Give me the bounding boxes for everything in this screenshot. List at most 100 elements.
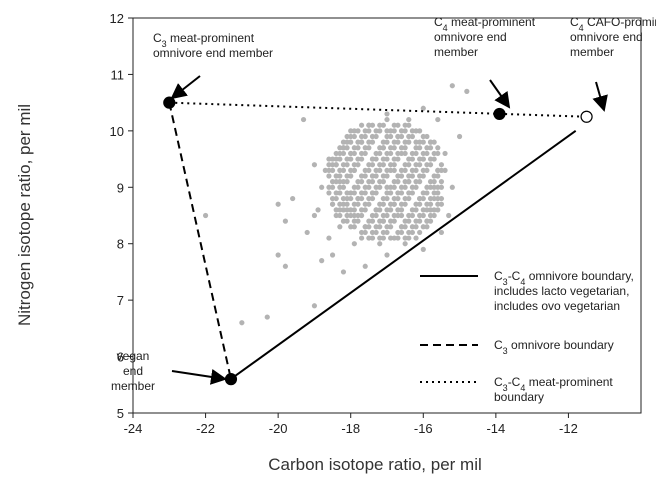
data-point bbox=[351, 224, 357, 230]
data-point bbox=[322, 167, 328, 173]
data-point bbox=[406, 218, 412, 224]
data-point bbox=[373, 133, 379, 140]
data-point bbox=[427, 139, 434, 145]
cafo-end-member-marker bbox=[580, 110, 593, 123]
x-tick-label: -22 bbox=[196, 421, 215, 436]
y-tick-label: 9 bbox=[117, 180, 124, 195]
data-point bbox=[326, 167, 332, 173]
data-point bbox=[319, 258, 325, 264]
data-point bbox=[431, 207, 437, 213]
data-point bbox=[398, 212, 405, 219]
data-point bbox=[329, 167, 336, 173]
data-point bbox=[431, 195, 437, 202]
data-point bbox=[402, 162, 408, 168]
data-point bbox=[373, 224, 379, 230]
c4-label-arrow bbox=[489, 79, 511, 109]
legend-entry-solid: C3-C4 omnivore boundary,includes lacto v… bbox=[494, 269, 634, 313]
data-point bbox=[355, 179, 361, 185]
data-point bbox=[319, 184, 325, 190]
data-point bbox=[384, 190, 390, 196]
data-point bbox=[373, 156, 379, 162]
data-point bbox=[388, 167, 394, 173]
data-point bbox=[333, 150, 339, 157]
data-point bbox=[366, 122, 372, 128]
data-point bbox=[326, 184, 332, 190]
data-point bbox=[380, 179, 386, 185]
data-point bbox=[427, 207, 434, 213]
svg-text:C3 omnivore boundary: C3 omnivore boundary bbox=[494, 338, 614, 356]
vegan-label-arrow bbox=[171, 369, 227, 385]
data-point bbox=[435, 173, 441, 179]
data-point bbox=[359, 156, 365, 162]
data-point bbox=[384, 229, 390, 236]
data-point bbox=[427, 162, 434, 168]
data-point bbox=[369, 133, 376, 140]
data-point bbox=[391, 184, 397, 190]
cafo-label-arrow bbox=[592, 81, 608, 112]
data-point bbox=[431, 179, 437, 185]
data-point bbox=[326, 190, 332, 196]
data-point bbox=[377, 167, 383, 173]
data-point bbox=[380, 195, 386, 202]
label-segment: C bbox=[434, 15, 443, 29]
data-point bbox=[359, 139, 365, 145]
data-point bbox=[359, 133, 365, 140]
data-point bbox=[388, 218, 394, 224]
data-point bbox=[431, 139, 437, 145]
data-point bbox=[369, 190, 376, 196]
data-point bbox=[384, 139, 390, 145]
data-point bbox=[424, 201, 430, 207]
plot-frame bbox=[132, 17, 642, 414]
data-point bbox=[398, 133, 405, 140]
data-point bbox=[442, 150, 448, 157]
data-point bbox=[377, 241, 383, 247]
data-point bbox=[311, 162, 318, 168]
data-point bbox=[413, 179, 419, 185]
boundary-lines bbox=[168, 101, 587, 380]
y-tick-label: 11 bbox=[111, 67, 125, 82]
data-point bbox=[366, 145, 372, 151]
data-point bbox=[337, 179, 343, 185]
y-tick-label: 8 bbox=[117, 237, 124, 252]
data-point bbox=[409, 167, 415, 173]
data-point bbox=[362, 145, 368, 151]
data-point bbox=[351, 128, 357, 134]
data-point bbox=[424, 167, 430, 173]
data-point bbox=[398, 150, 405, 157]
data-point bbox=[333, 179, 339, 185]
data-point bbox=[391, 235, 397, 241]
data-point bbox=[406, 235, 412, 241]
data-point bbox=[391, 139, 397, 145]
data-point bbox=[388, 133, 394, 140]
data-point bbox=[351, 184, 357, 190]
data-point bbox=[417, 162, 423, 168]
data-point bbox=[435, 150, 441, 157]
data-point bbox=[391, 179, 397, 185]
subscript: 4 bbox=[520, 383, 525, 393]
data-point bbox=[300, 116, 307, 123]
data-point bbox=[359, 212, 365, 219]
data-point bbox=[366, 128, 372, 134]
data-point bbox=[384, 184, 390, 190]
data-point bbox=[337, 212, 343, 219]
data-point bbox=[340, 150, 347, 157]
data-point bbox=[402, 195, 408, 202]
data-point bbox=[344, 156, 350, 162]
data-point bbox=[380, 173, 386, 179]
label-segment: C bbox=[153, 31, 162, 45]
data-point bbox=[380, 139, 386, 145]
data-point bbox=[337, 167, 343, 173]
data-point bbox=[449, 184, 455, 190]
data-point bbox=[329, 156, 336, 162]
data-point bbox=[398, 173, 405, 179]
data-point bbox=[377, 184, 383, 190]
label-segment: C bbox=[494, 338, 503, 352]
data-point bbox=[424, 218, 430, 224]
data-point bbox=[446, 212, 452, 219]
data-point bbox=[406, 156, 412, 162]
data-point bbox=[355, 139, 361, 145]
data-point bbox=[340, 167, 347, 173]
data-point bbox=[409, 207, 415, 213]
